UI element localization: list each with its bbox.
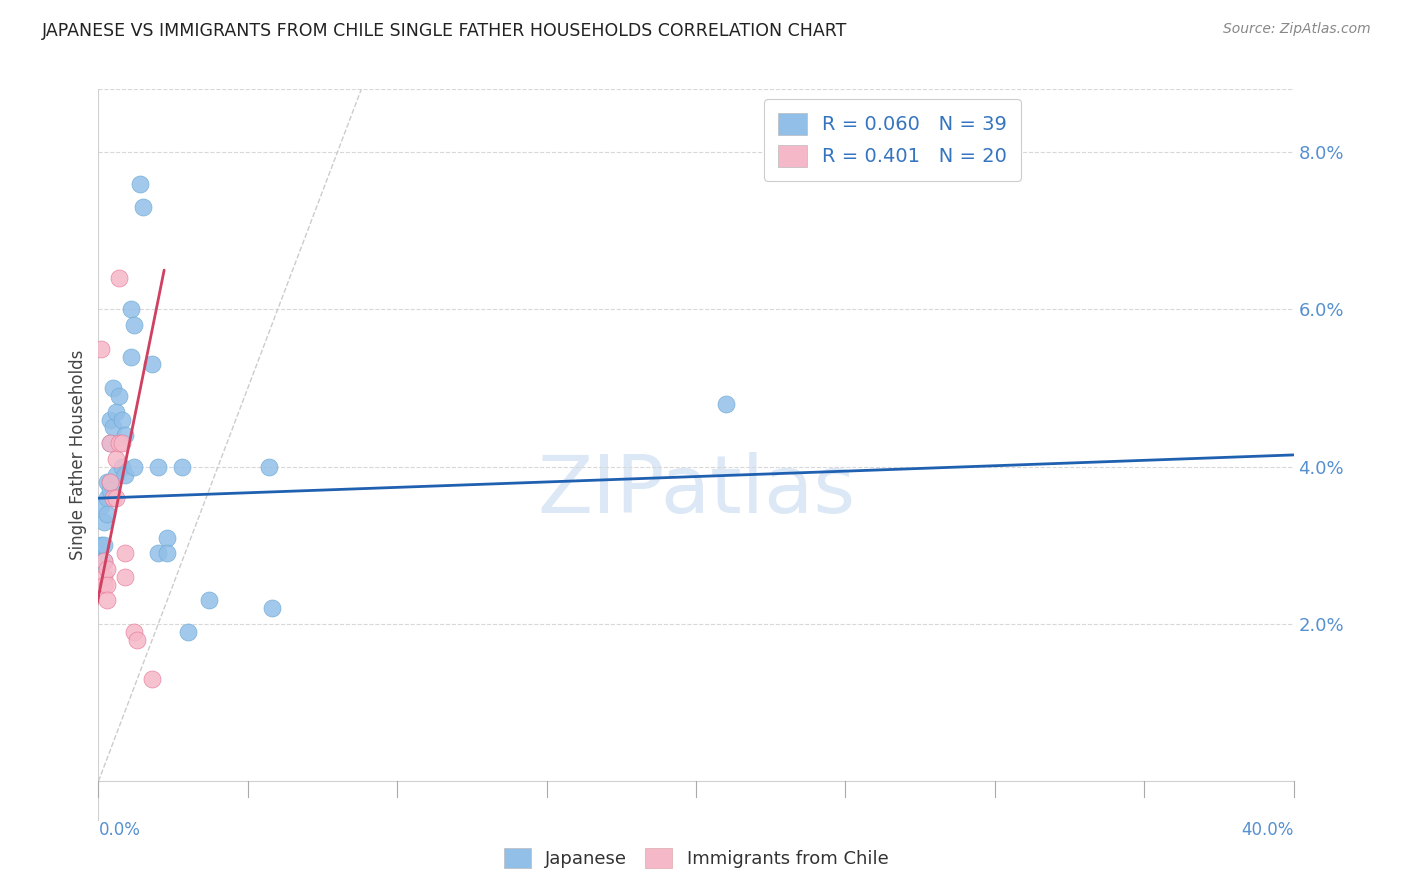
Point bbox=[98, 475, 122, 490]
Point bbox=[90, 538, 112, 552]
Point bbox=[111, 412, 134, 426]
Point bbox=[129, 177, 152, 191]
Point bbox=[714, 397, 737, 411]
Point bbox=[108, 271, 131, 285]
Point bbox=[108, 436, 131, 450]
Point bbox=[141, 358, 163, 372]
Point bbox=[96, 577, 118, 591]
Point bbox=[132, 200, 155, 214]
Text: 0.0%: 0.0% bbox=[98, 821, 141, 838]
Point bbox=[93, 515, 115, 529]
Point bbox=[98, 436, 122, 450]
Point bbox=[120, 350, 142, 364]
Text: Source: ZipAtlas.com: Source: ZipAtlas.com bbox=[1223, 22, 1371, 37]
Point bbox=[96, 562, 118, 576]
Point bbox=[172, 459, 194, 474]
Point bbox=[98, 436, 122, 450]
Point bbox=[111, 436, 134, 450]
Point bbox=[103, 491, 125, 505]
Point bbox=[114, 428, 136, 442]
Text: 40.0%: 40.0% bbox=[1241, 821, 1294, 838]
Point bbox=[124, 624, 146, 639]
Point bbox=[93, 577, 115, 591]
Point bbox=[93, 554, 115, 568]
Point bbox=[96, 475, 118, 490]
Point bbox=[98, 483, 122, 498]
Point bbox=[156, 546, 179, 560]
Point bbox=[148, 546, 170, 560]
Point bbox=[124, 459, 146, 474]
Point bbox=[98, 412, 122, 426]
Point bbox=[124, 318, 146, 333]
Point bbox=[257, 459, 280, 474]
Point bbox=[93, 554, 115, 568]
Point bbox=[114, 467, 136, 482]
Point bbox=[105, 405, 128, 419]
Point bbox=[198, 593, 221, 607]
Text: ZIPatlas: ZIPatlas bbox=[537, 452, 855, 531]
Point bbox=[105, 451, 128, 466]
Point bbox=[93, 538, 115, 552]
Point bbox=[260, 601, 283, 615]
Point bbox=[120, 302, 142, 317]
Point bbox=[90, 554, 112, 568]
Point bbox=[111, 459, 134, 474]
Point bbox=[108, 389, 131, 403]
Point bbox=[90, 499, 112, 513]
Point bbox=[177, 624, 200, 639]
Point bbox=[96, 593, 118, 607]
Point bbox=[93, 570, 115, 584]
Point bbox=[98, 475, 122, 490]
Point bbox=[148, 459, 170, 474]
Legend: Japanese, Immigrants from Chile: Japanese, Immigrants from Chile bbox=[495, 838, 897, 878]
Point bbox=[103, 381, 125, 395]
Point bbox=[114, 570, 136, 584]
Point bbox=[103, 420, 125, 434]
Point bbox=[105, 467, 128, 482]
Point bbox=[96, 491, 118, 505]
Point bbox=[156, 531, 179, 545]
Point bbox=[96, 507, 118, 521]
Point bbox=[90, 342, 112, 356]
Text: JAPANESE VS IMMIGRANTS FROM CHILE SINGLE FATHER HOUSEHOLDS CORRELATION CHART: JAPANESE VS IMMIGRANTS FROM CHILE SINGLE… bbox=[42, 22, 848, 40]
Point bbox=[127, 632, 149, 647]
Point bbox=[141, 672, 163, 686]
Point bbox=[114, 546, 136, 560]
Y-axis label: Single Father Households: Single Father Households bbox=[69, 350, 87, 560]
Point bbox=[105, 491, 128, 505]
